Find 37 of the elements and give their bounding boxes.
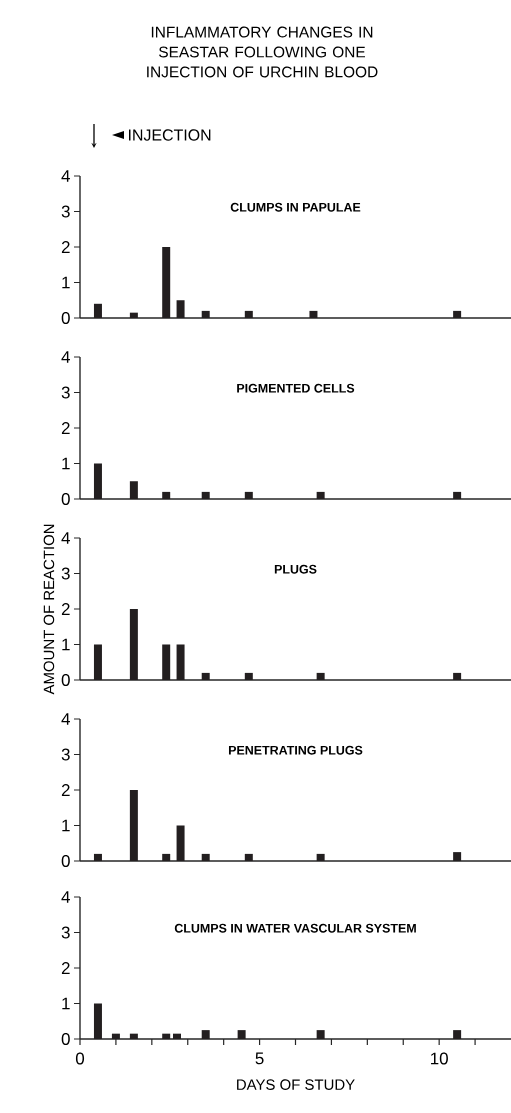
y-tick-label: 1 [62, 276, 70, 289]
y-tick-label: 2 [61, 603, 70, 615]
text: PIGMENTED CELLS [237, 383, 355, 393]
x-tick-label: 0 [75, 1052, 85, 1065]
y-tick-label: 0 [61, 673, 70, 686]
text: CLUMPS IN PAPULAE [230, 202, 361, 212]
y-tick-label: 4 [61, 532, 70, 544]
y-tick-label: 2 [61, 962, 70, 974]
y-tick-label: 1 [62, 997, 70, 1010]
y-tick-label: 2 [61, 784, 70, 796]
y-tick-label: 2 [61, 241, 70, 253]
text: CLUMPS IN WATER VASCULAR SYSTEM [174, 923, 416, 933]
y-tick-label: 3 [61, 926, 70, 939]
y-tick-label: 0 [61, 492, 70, 505]
x-tick-label: 5 [255, 1052, 264, 1065]
y-tick-label: 3 [61, 386, 70, 399]
y-tick-label: 2 [61, 422, 70, 434]
x-axis-title: DAYS OF STUDY [237, 1079, 355, 1090]
y-tick-label: 0 [61, 854, 70, 867]
y-tick-label: 4 [61, 713, 70, 725]
y-tick-label: 0 [61, 311, 70, 324]
y-tick-label: 4 [61, 351, 70, 363]
text: INJECTION [128, 129, 211, 141]
y-axis-title: AMOUNT OF REACTION [43, 524, 55, 695]
y-tick-label: 0 [61, 1032, 70, 1045]
x-tick-label: 10 [431, 1052, 448, 1065]
y-tick-label: 3 [61, 567, 70, 580]
y-tick-label: 3 [61, 205, 70, 218]
y-tick-label: 4 [61, 170, 70, 182]
text: PLUGS [274, 564, 317, 574]
y-tick-label: 1 [62, 457, 70, 470]
y-tick-label: 1 [62, 638, 70, 651]
y-tick-label: 4 [61, 891, 70, 903]
y-tick-label: 1 [62, 819, 70, 832]
text: PENETRATING PLUGS [228, 745, 363, 755]
y-tick-label: 3 [61, 748, 70, 761]
chart-title: INFLAMMATORY CHANGES IN SEASTAR FOLLOWING ONE INJECTION OF URCHIN BLOOD [147, 26, 378, 78]
